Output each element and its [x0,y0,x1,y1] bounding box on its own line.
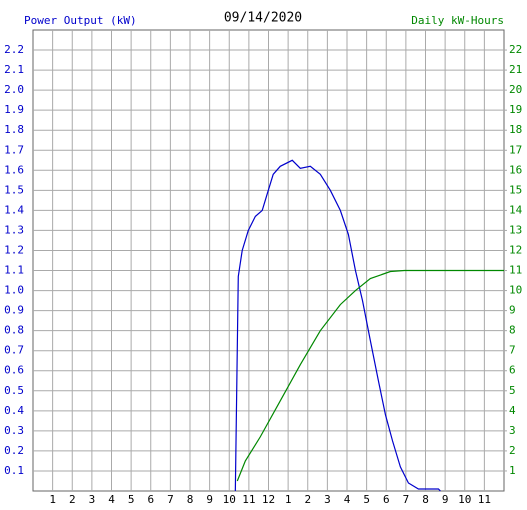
y-tick-label: 2.1 [4,63,24,76]
series-line [236,269,504,482]
x-tick-label: 9 [206,493,213,506]
x-tick-label: 6 [383,493,390,506]
chart-title: 09/14/2020 [224,11,302,26]
y2-tick-label: 19 [509,103,522,116]
x-tick-label: 11 [478,493,491,506]
x-tick-label: 4 [108,493,115,506]
y-tick-label: 1.3 [4,223,24,236]
y2-tick-label: 4 [509,404,516,417]
y-tick-label: 1.4 [4,203,24,216]
x-tick-label: 2 [69,493,76,506]
y2-tick-label: 7 [509,344,516,357]
y2-tick-label: 1 [509,464,516,477]
y-tick-label: 0.7 [4,344,24,357]
y-tick-label: 0.6 [4,364,24,377]
y2-tick-label: 8 [509,324,516,337]
y2-tick-label: 12 [509,243,522,256]
y-tick-label: 1.9 [4,103,24,116]
x-tick-label: 5 [363,493,370,506]
x-tick-label: 10 [223,493,236,506]
y2-tick-label: 20 [509,83,522,96]
x-tick-label: 8 [422,493,429,506]
y2-tick-label: 14 [509,203,523,216]
y2-tick-label: 10 [509,284,522,297]
y-tick-label: 0.8 [4,324,24,337]
y2-tick-label: 15 [509,183,522,196]
y2-tick-label: 6 [509,364,516,377]
y-tick-label: 0.1 [4,464,24,477]
x-tick-label: 7 [167,493,174,506]
y2-tick-label: 21 [509,63,522,76]
y2-tick-label: 11 [509,264,522,277]
x-tick-label: 3 [324,493,331,506]
y2-tick-label: 13 [509,223,522,236]
y-tick-label: 1.6 [4,163,24,176]
y-tick-label: 0.5 [4,384,24,397]
x-tick-label: 5 [128,493,135,506]
y-tick-label: 2.0 [4,83,24,96]
x-tick-label: 9 [442,493,449,506]
y2-tick-label: 22 [509,43,522,56]
y-tick-label: 1.2 [4,243,24,256]
y2-tick-label: 17 [509,143,522,156]
x-tick-label: 1 [285,493,292,506]
y-tick-label: 1.1 [4,264,24,277]
y-tick-label: 0.4 [4,404,24,417]
x-tick-label: 2 [304,493,311,506]
y2-axis-title: Daily kW-Hours [411,14,504,27]
x-tick-label: 1 [49,493,56,506]
y-tick-label: 2.2 [4,43,24,56]
x-tick-label: 11 [242,493,255,506]
y2-tick-label: 3 [509,424,516,437]
y-tick-label: 1.0 [4,284,24,297]
x-tick-label: 3 [89,493,96,506]
y-tick-label: 0.2 [4,444,24,457]
x-tick-label: 12 [262,493,275,506]
series-line [234,159,441,492]
x-tick-label: 10 [458,493,471,506]
y2-tick-label: 2 [509,444,516,457]
y2-tick-label: 5 [509,384,516,397]
y2-tick-label: 16 [509,163,522,176]
x-tick-label: 8 [187,493,194,506]
y-axis-title: Power Output (kW) [24,14,137,27]
y2-tick-label: 9 [509,304,516,317]
y2-tick-label: 18 [509,123,522,136]
y-tick-label: 0.9 [4,304,24,317]
y-tick-label: 1.5 [4,183,24,196]
x-tick-label: 6 [147,493,154,506]
y-tick-label: 0.3 [4,424,24,437]
y-tick-label: 1.7 [4,143,24,156]
y-tick-label: 1.8 [4,123,24,136]
x-tick-label: 4 [344,493,351,506]
x-tick-label: 7 [403,493,410,506]
